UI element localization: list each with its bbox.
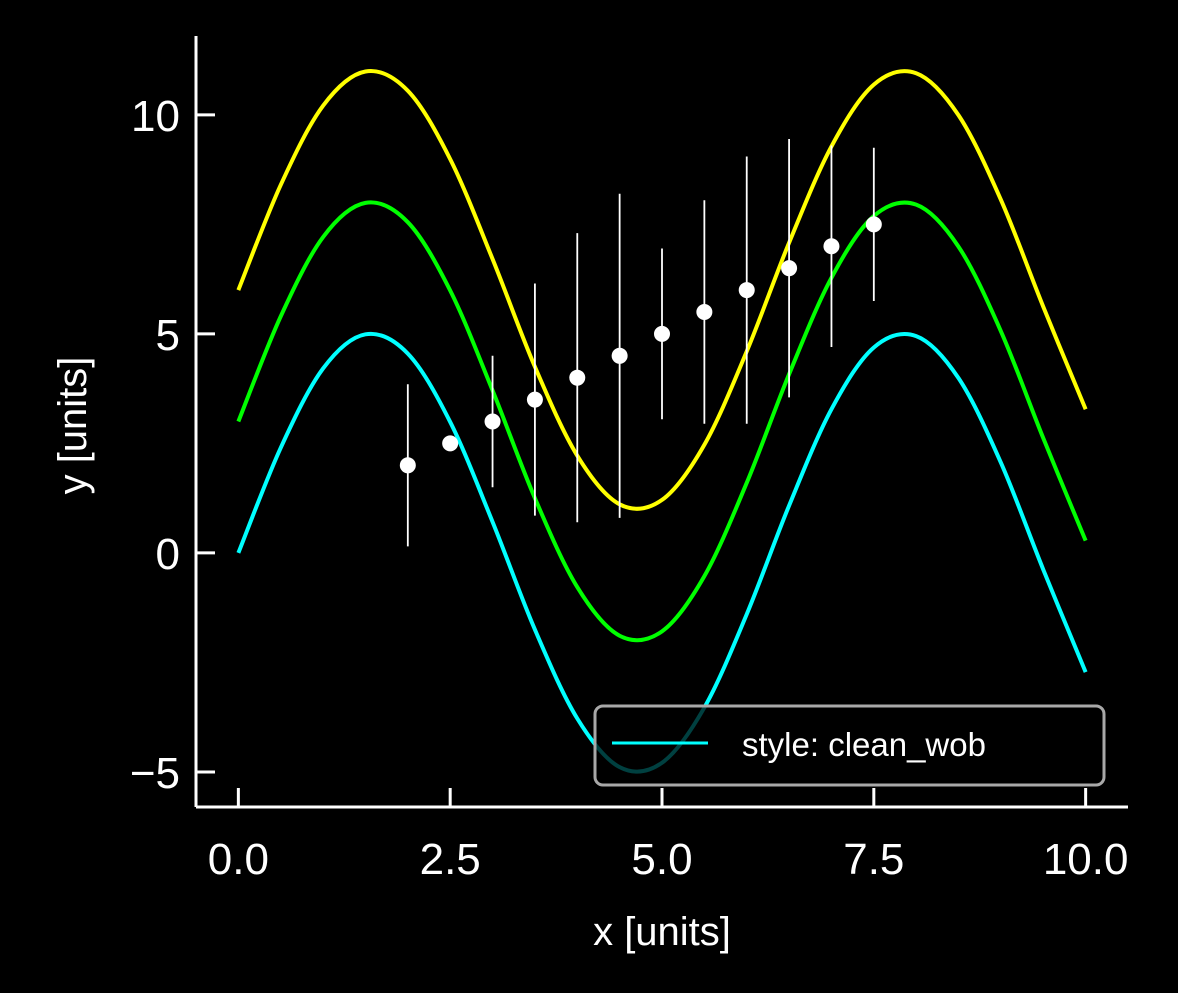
legend-label: style: clean_wob (742, 726, 986, 763)
series-line-1 (236, 200, 1088, 643)
y-tick-label: 5 (156, 311, 180, 360)
legend-box (593, 704, 1106, 787)
data-point (442, 435, 459, 452)
y-tick-label: −5 (130, 749, 180, 798)
y-tick-label: 0 (156, 530, 180, 579)
data-point (654, 325, 670, 342)
series-layer (236, 69, 1088, 774)
data-point (823, 238, 840, 255)
data-point (696, 303, 713, 320)
data-point (865, 216, 882, 233)
y-axis-label: y [units] (51, 357, 95, 495)
x-tick-label: 5.0 (631, 835, 692, 884)
x-axis-label: x [units] (593, 910, 731, 954)
y-ticks: −5 0 5 10 (130, 92, 215, 798)
data-point (611, 347, 628, 364)
data-point (781, 260, 798, 277)
x-ticks: 0.0 2.5 5.0 7.5 10.0 (208, 788, 1129, 884)
data-point (484, 413, 501, 430)
data-point (738, 282, 755, 299)
data-point (526, 391, 543, 408)
x-tick-label: 7.5 (843, 835, 904, 884)
series-line-2 (236, 69, 1088, 511)
data-point (399, 457, 416, 474)
data-point (569, 369, 586, 386)
legend: style: clean_wob (593, 704, 1106, 787)
y-tick-label: 10 (131, 92, 180, 141)
x-tick-label: 10.0 (1043, 835, 1129, 884)
x-tick-label: 2.5 (420, 835, 481, 884)
x-tick-label: 0.0 (208, 835, 269, 884)
